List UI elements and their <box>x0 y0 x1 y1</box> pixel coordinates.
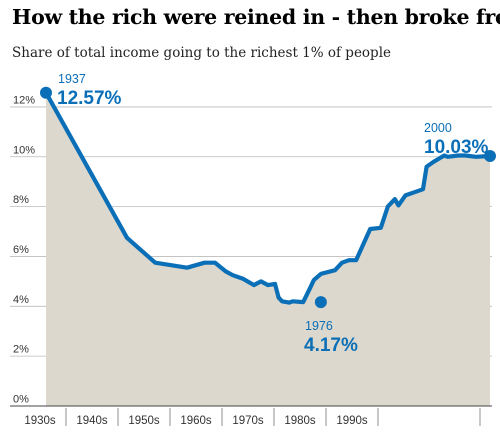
y-tick-label: 10% <box>13 144 35 156</box>
annotation-value: 12.57% <box>57 88 122 109</box>
y-tick-label: 12% <box>13 94 35 106</box>
annotation-value: 10.03% <box>424 137 489 158</box>
y-tick-label: 6% <box>13 244 29 256</box>
x-tick-label: 1960s <box>180 415 212 427</box>
annotation-labels-layer: 1937 12.57% 1976 4.17% 2000 10.03% <box>57 72 489 356</box>
y-tick-label: 0% <box>13 394 29 406</box>
x-tick-label: 1930s <box>24 415 56 427</box>
annotation-year: 1937 <box>58 72 86 86</box>
highlight-point <box>484 150 496 163</box>
axis-layer: 0% 2% 4% 6% 8% 10% 12% 1930s 1940s 1950s 1960s 1970… <box>10 94 492 427</box>
annotation-value: 4.17% <box>304 335 358 356</box>
chart-subtitle: Share of total income going to the riche… <box>12 45 392 61</box>
highlight-point <box>40 86 52 99</box>
x-tick-label: 1980s <box>284 415 316 427</box>
series-line-layer <box>43 90 493 305</box>
area-fill <box>46 92 490 406</box>
annotation-year: 1976 <box>305 319 333 333</box>
area-fill-layer <box>46 92 490 406</box>
highlight-points-layer <box>40 86 496 309</box>
y-tick-label: 8% <box>13 194 29 206</box>
y-tick-label: 2% <box>13 344 29 356</box>
chart-title: How the rich were reined in - then broke… <box>12 5 500 29</box>
x-tick-label: 1990s <box>336 415 368 427</box>
x-tick-label: 1940s <box>76 415 108 427</box>
highlight-point <box>314 296 327 309</box>
series-line <box>43 90 493 305</box>
y-tick-label: 4% <box>13 294 29 306</box>
annotation-year: 2000 <box>424 121 452 135</box>
x-tick-label: 1950s <box>128 415 160 427</box>
x-tick-label: 1970s <box>232 415 264 427</box>
